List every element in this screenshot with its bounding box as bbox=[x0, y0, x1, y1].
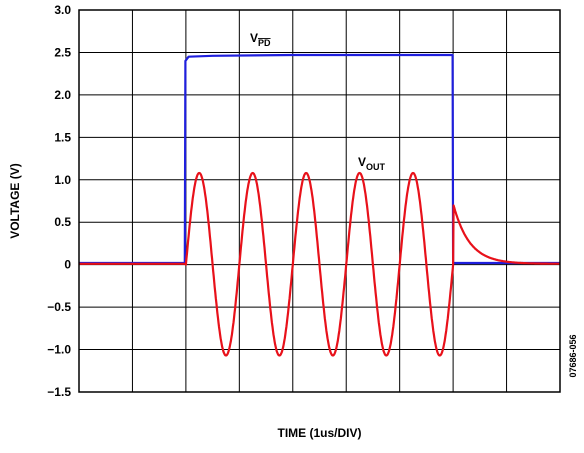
series-label-vpd: VPD bbox=[250, 31, 271, 48]
x-axis-title: TIME (1us/DIV) bbox=[277, 426, 361, 440]
y-tick-label: 2.0 bbox=[54, 88, 71, 102]
y-tick-label: −1.5 bbox=[47, 385, 71, 399]
series-lines bbox=[78, 53, 561, 357]
figure-id-label: 07686-056 bbox=[568, 334, 578, 377]
y-tick-label: 1.5 bbox=[54, 130, 71, 144]
y-tick-label: −0.5 bbox=[47, 300, 71, 314]
y-tick-label: 0.5 bbox=[54, 215, 71, 229]
series-line-vpd bbox=[79, 53, 560, 265]
y-tick-label: 3.0 bbox=[54, 3, 71, 17]
y-tick-labels: 3.0 2.5 2.0 1.5 1.0 0.5 0 −0.5 −1.0 −1.5 bbox=[47, 3, 71, 399]
series-labels: VPD VOUT bbox=[250, 31, 386, 172]
series-line-vout bbox=[78, 171, 561, 357]
grid bbox=[79, 10, 560, 392]
y-tick-label: 2.5 bbox=[54, 45, 71, 59]
y-tick-label: 0 bbox=[64, 258, 71, 272]
plot-frame bbox=[78, 9, 561, 393]
y-tick-label: 1.0 bbox=[54, 173, 71, 187]
y-tick-label: −1.0 bbox=[47, 343, 71, 357]
series-label-vout: VOUT bbox=[358, 155, 386, 172]
y-axis-title: VOLTAGE (V) bbox=[8, 163, 22, 239]
